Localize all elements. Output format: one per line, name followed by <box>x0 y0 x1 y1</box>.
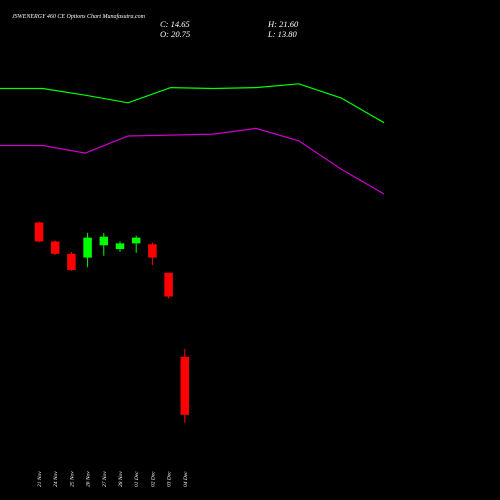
candle <box>50 240 60 255</box>
x-tick-label: 28 Nov <box>118 471 124 487</box>
candle-body <box>34 222 44 242</box>
candle <box>67 251 76 271</box>
candle <box>34 221 44 243</box>
candle-body <box>67 253 76 270</box>
candle <box>83 232 92 268</box>
x-tick-label: 02 Dec <box>150 471 156 487</box>
indicator-lines <box>0 83 385 195</box>
candle-body <box>83 237 92 258</box>
candle-body <box>50 241 60 254</box>
candle <box>131 235 141 253</box>
x-tick-label: 01 Dec <box>134 471 140 487</box>
x-tick-label: 25 Nov <box>69 471 75 487</box>
open-value: O: 20.75 <box>160 29 190 39</box>
candle-body <box>180 356 190 415</box>
candle-body <box>115 243 125 250</box>
x-tick-label: 27 Nov <box>102 471 108 487</box>
close-value: C: 14.65 <box>160 19 190 29</box>
x-axis: 21 Nov 24 Nov 25 Nov 26 Nov 27 Nov 28 Nov 01 D… <box>37 471 189 487</box>
upper-indicator-line <box>0 83 385 124</box>
candle-body <box>164 272 173 297</box>
candles <box>34 221 190 423</box>
candle-body <box>99 236 109 246</box>
x-tick-label: 03 Dec <box>167 471 173 487</box>
candle <box>148 242 157 266</box>
x-tick-label: 26 Nov <box>86 471 92 487</box>
lower-indicator-line <box>0 127 385 195</box>
high-value: H: 21.60 <box>267 19 299 29</box>
chart-header: JSWENERGY 460 CE Options Chart Munafasut… <box>12 13 299 39</box>
x-tick-label: 24 Nov <box>52 471 59 487</box>
candle <box>180 348 190 423</box>
candle <box>115 241 125 252</box>
candle-body <box>148 244 157 258</box>
x-tick-label: 04 Dec <box>182 471 189 487</box>
candle-body <box>131 237 141 244</box>
candle <box>164 272 173 299</box>
chart-title: JSWENERGY 460 CE Options Chart Munafasut… <box>12 13 146 20</box>
candle <box>99 232 109 256</box>
low-value: L: 13.80 <box>267 29 298 39</box>
x-tick-label: 21 Nov <box>37 471 43 487</box>
